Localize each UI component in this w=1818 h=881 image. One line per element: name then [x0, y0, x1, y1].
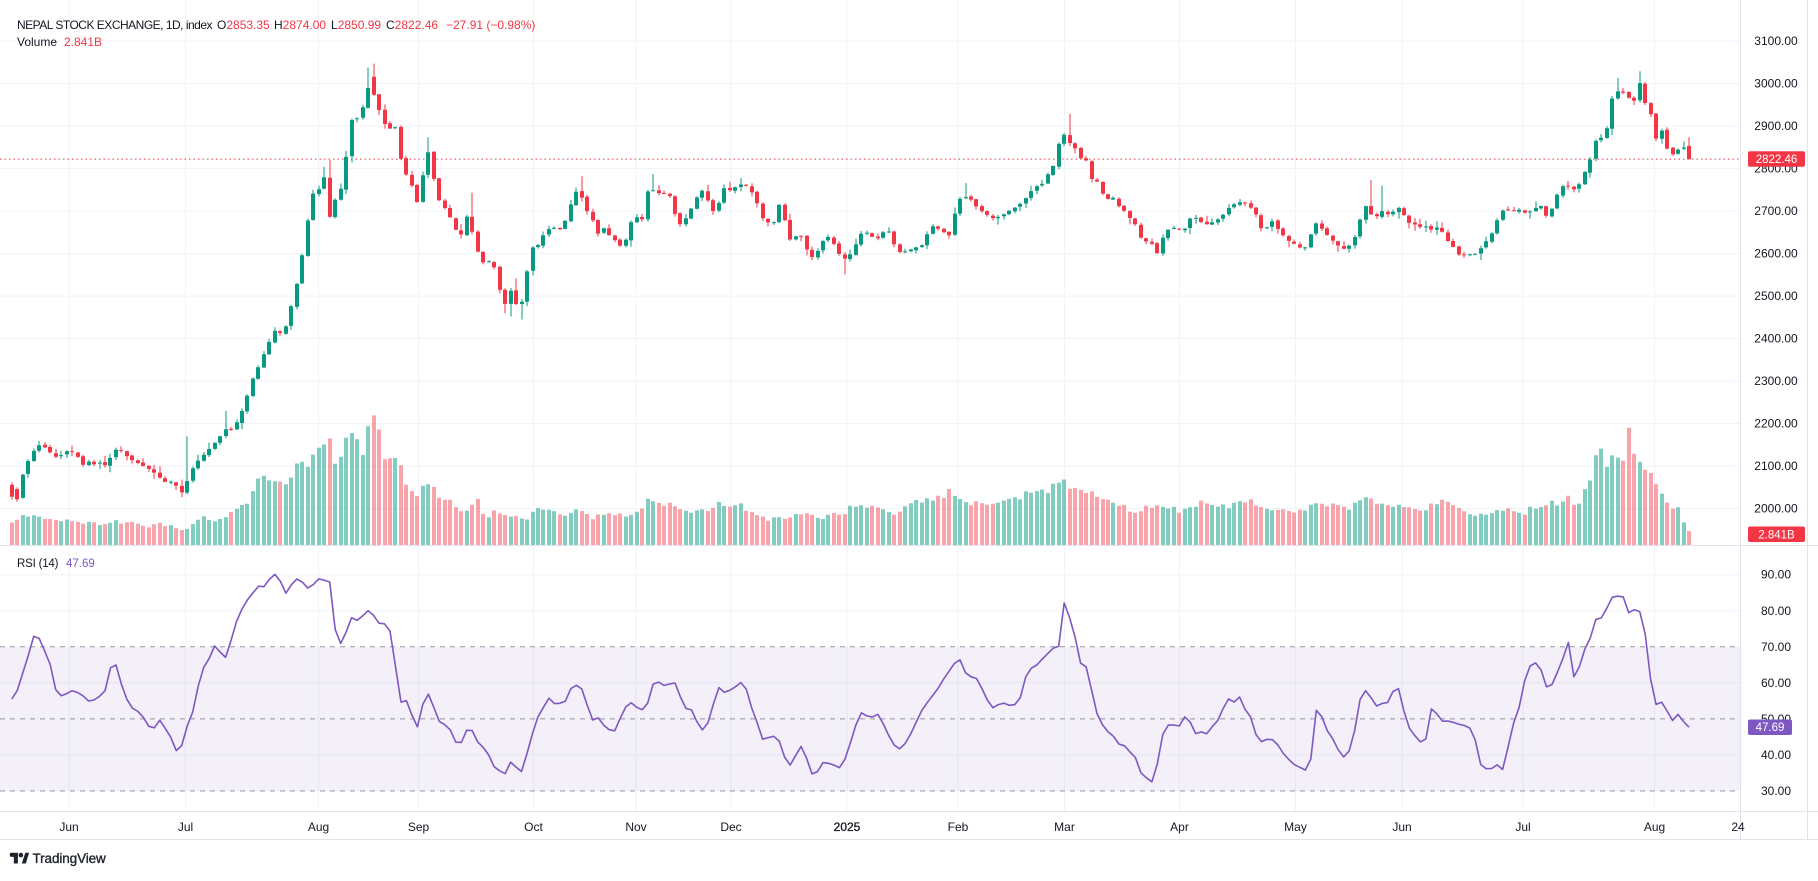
svg-text:2900.00: 2900.00	[1754, 119, 1798, 133]
svg-text:RSI (14): RSI (14)	[17, 558, 59, 570]
svg-text:2300.00: 2300.00	[1754, 374, 1798, 388]
svg-text:2000.00: 2000.00	[1754, 502, 1798, 516]
svg-text:C2822.46: C2822.46	[386, 18, 438, 32]
svg-text:2100.00: 2100.00	[1754, 459, 1798, 473]
svg-text:Jun: Jun	[1392, 820, 1411, 834]
svg-text:2200.00: 2200.00	[1754, 417, 1798, 431]
svg-text:Nov: Nov	[625, 820, 646, 834]
svg-text:47.69: 47.69	[66, 558, 95, 570]
svg-text:NEPAL STOCK EXCHANGE, 1D, inde: NEPAL STOCK EXCHANGE, 1D, index	[17, 18, 213, 32]
svg-text:Dec: Dec	[720, 820, 741, 834]
svg-text:2400.00: 2400.00	[1754, 332, 1798, 346]
svg-text:Jul: Jul	[1515, 820, 1530, 834]
svg-text:2600.00: 2600.00	[1754, 247, 1798, 261]
svg-text:Aug: Aug	[1644, 820, 1665, 834]
svg-text:Oct: Oct	[524, 820, 543, 834]
svg-text:90.00: 90.00	[1761, 568, 1791, 582]
svg-text:TradingView: TradingView	[33, 851, 107, 866]
svg-text:−27.91 (−0.98%): −27.91 (−0.98%)	[446, 18, 535, 32]
svg-text:80.00: 80.00	[1761, 604, 1791, 618]
svg-text:Jul: Jul	[178, 820, 193, 834]
svg-text:47.69: 47.69	[1756, 722, 1785, 734]
svg-text:Sep: Sep	[408, 820, 430, 834]
svg-text:3000.00: 3000.00	[1754, 77, 1798, 91]
svg-text:2.841B: 2.841B	[1758, 529, 1795, 541]
svg-text:Mar: Mar	[1054, 820, 1075, 834]
svg-text:L2850.99: L2850.99	[331, 18, 381, 32]
svg-text:H2874.00: H2874.00	[274, 18, 326, 32]
svg-text:2822.46: 2822.46	[1756, 154, 1798, 166]
svg-text:30.00: 30.00	[1761, 784, 1791, 798]
svg-text:60.00: 60.00	[1761, 676, 1791, 690]
svg-text:2025: 2025	[834, 820, 861, 834]
svg-text:Volume: Volume	[17, 35, 57, 49]
svg-text:24: 24	[1731, 820, 1745, 834]
svg-text:Feb: Feb	[948, 820, 969, 834]
svg-text:2700.00: 2700.00	[1754, 204, 1798, 218]
svg-text:Aug: Aug	[308, 820, 329, 834]
svg-text:40.00: 40.00	[1761, 748, 1791, 762]
svg-text:Jun: Jun	[59, 820, 78, 834]
svg-text:3100.00: 3100.00	[1754, 34, 1798, 48]
svg-text:Apr: Apr	[1170, 820, 1189, 834]
svg-text:2.841B: 2.841B	[64, 35, 102, 49]
svg-text:70.00: 70.00	[1761, 640, 1791, 654]
svg-text:O2853.35: O2853.35	[217, 18, 270, 32]
svg-text:May: May	[1284, 820, 1307, 834]
svg-text:2500.00: 2500.00	[1754, 289, 1798, 303]
